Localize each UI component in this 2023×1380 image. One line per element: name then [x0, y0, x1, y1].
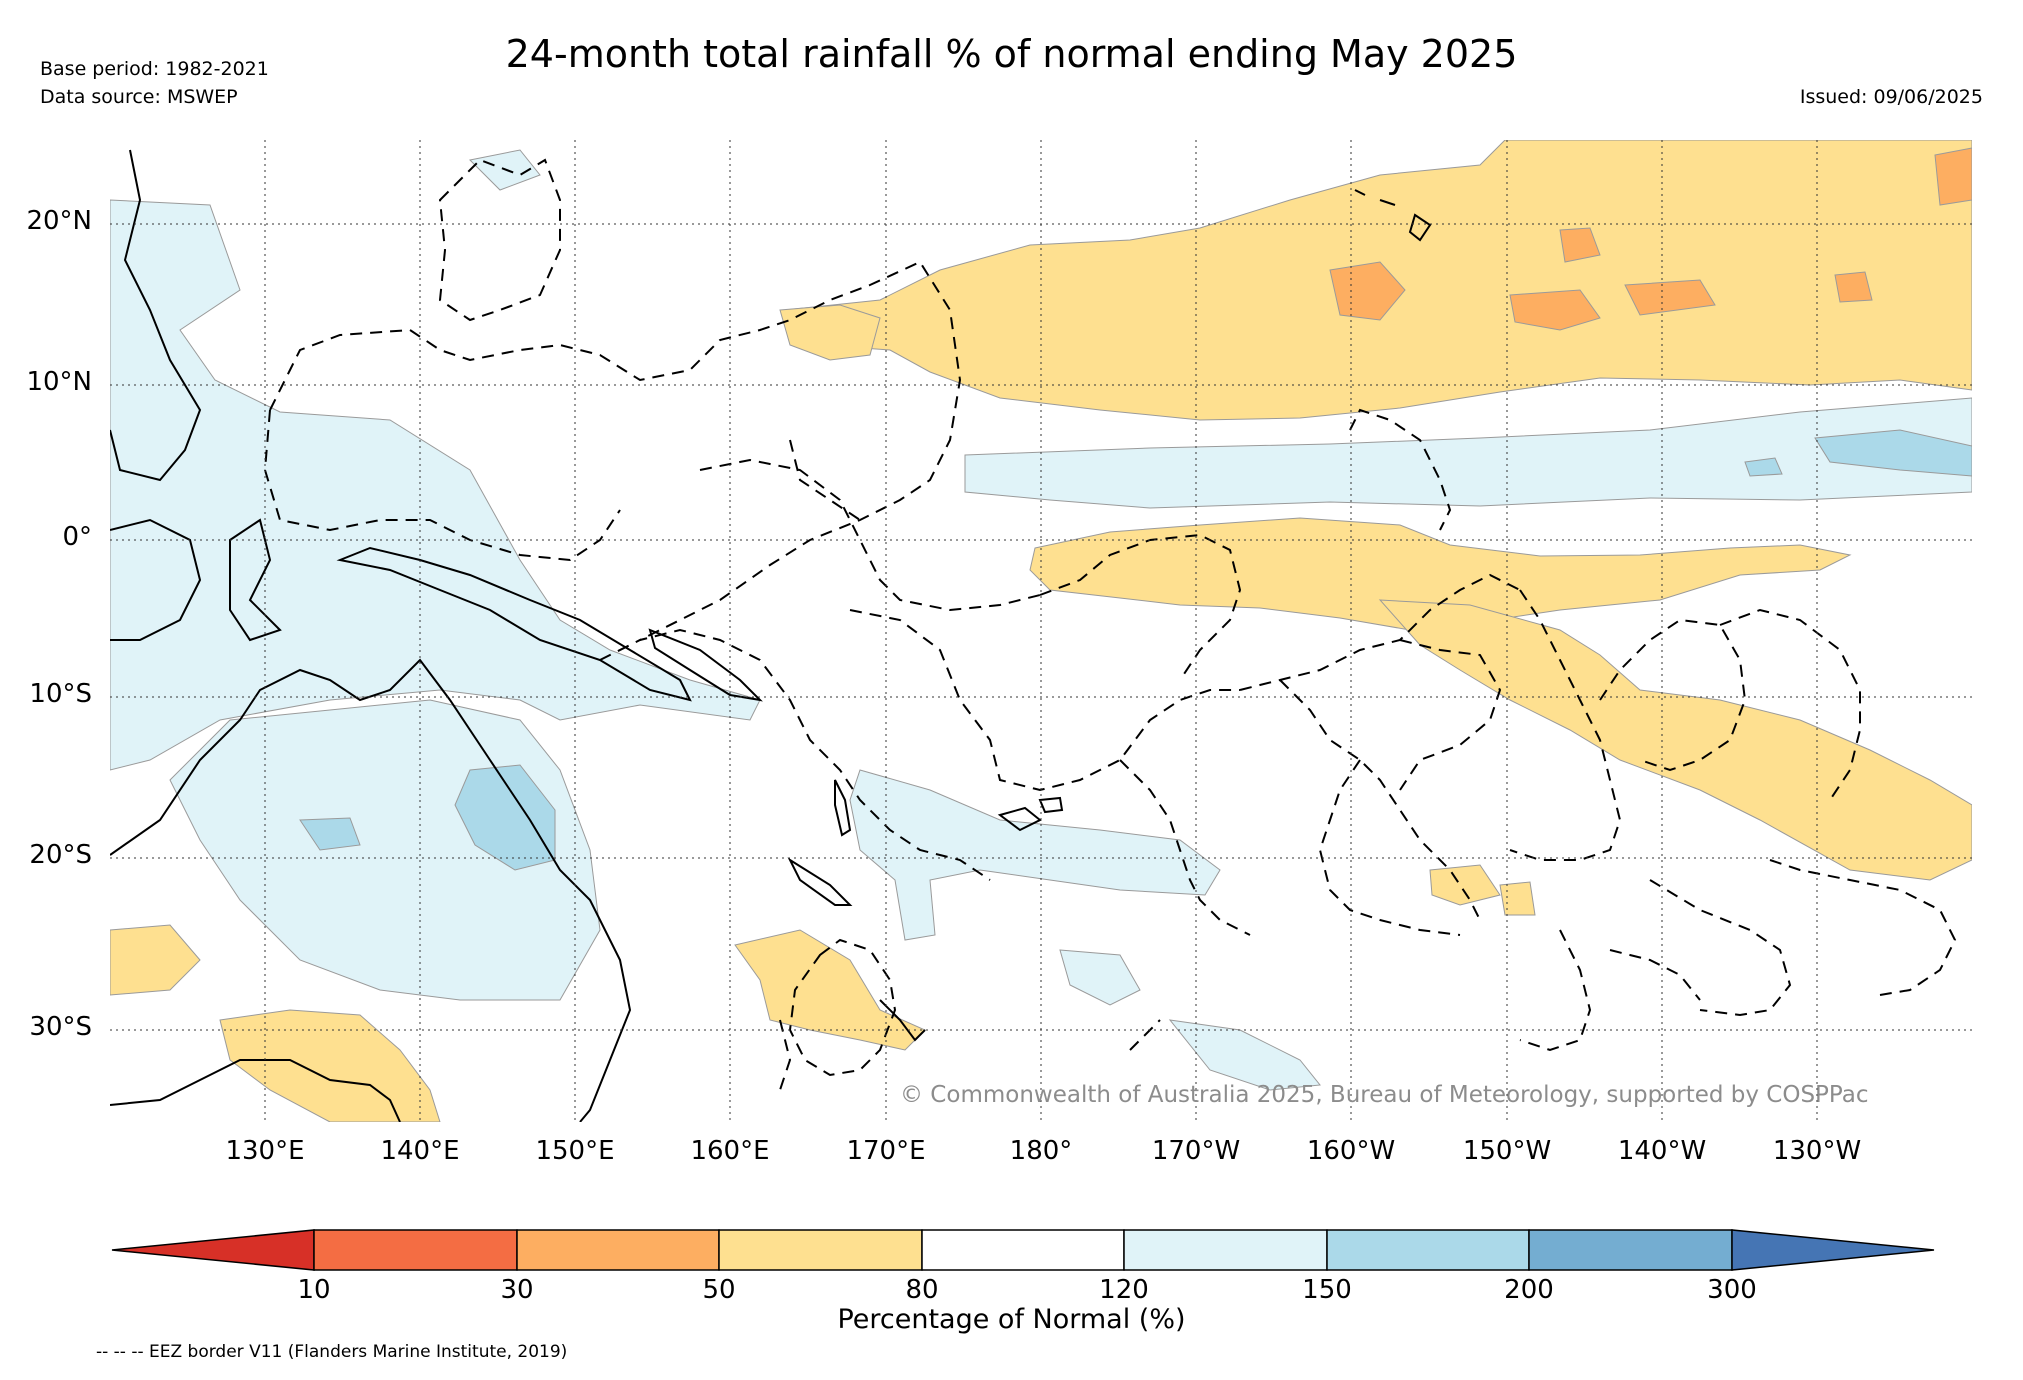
eastern-wet-core — [1814, 429, 1972, 477]
lon-label-170e: 170°E — [846, 1136, 926, 1166]
lat-label-20n: 20°N — [26, 206, 92, 236]
southeast-pacific-dry-band — [1378, 599, 1972, 881]
lon-label-130w: 130°W — [1772, 1136, 1862, 1166]
colorbar-segment-200-300 — [1528, 1229, 1733, 1271]
kermadec-dry-patch — [1429, 864, 1501, 906]
north-central-dry-patch-3 — [1559, 227, 1601, 263]
northeast-dry-patch — [1934, 147, 1972, 206]
base-period-text: Base period: 1982-2021 — [40, 58, 269, 80]
colorbar-segment-50-80 — [718, 1229, 923, 1271]
new-caledonia-coastline — [787, 857, 853, 906]
lon-label-180: 180° — [1009, 1136, 1073, 1166]
north-central-dry-patch-2 — [1509, 289, 1601, 331]
lat-label-30s: 30°S — [29, 1012, 92, 1042]
colorbar-title: Percentage of Normal (%) — [837, 1304, 1186, 1335]
maritime-continent-wet — [110, 199, 761, 771]
fiji-coastline — [997, 796, 1064, 832]
lat-label-20s: 20°S — [29, 840, 92, 870]
philippines-coastline — [110, 149, 202, 482]
colorbar-segment-80-120 — [921, 1229, 1125, 1271]
coral-sea-dry-area — [734, 929, 926, 1051]
new-guinea-coastline — [336, 546, 692, 702]
lon-label-140e: 140°E — [380, 1136, 460, 1166]
lon-label-150w: 150°W — [1462, 1136, 1552, 1166]
lon-label-140w: 140°W — [1617, 1136, 1707, 1166]
colorbar-tick-120: 120 — [1099, 1275, 1149, 1305]
north-central-dry-patch-5 — [1834, 271, 1873, 303]
north-central-dry-patch-1 — [1329, 261, 1406, 321]
australia-coastline — [110, 658, 632, 1122]
map-title: 24-month total rainfall % of normal endi… — [505, 32, 1518, 76]
lat-label-10s: 10°S — [29, 679, 92, 709]
colorbar-tick-30: 30 — [500, 1275, 534, 1305]
south-wet-patch — [1059, 949, 1141, 1006]
copyright-text: © Commonwealth of Australia 2025, Bureau… — [900, 1082, 1869, 1108]
colorbar-tick-150: 150 — [1302, 1275, 1352, 1305]
lon-label-130e: 130°E — [225, 1136, 305, 1166]
eastern-wet-small — [1744, 457, 1783, 477]
inland-wet-core — [299, 817, 361, 851]
data-source-text: Data source: MSWEP — [40, 86, 238, 108]
colorbar-segment-150-200 — [1326, 1229, 1530, 1271]
colorbar-tick-200: 200 — [1504, 1275, 1554, 1305]
solomon-islands-coastline — [648, 628, 763, 702]
south-dry-patch-2 — [1499, 881, 1536, 916]
colorbar-right-extend — [1731, 1229, 1935, 1271]
graticule — [110, 140, 1972, 1122]
colorbar-tick-80: 80 — [905, 1275, 939, 1305]
west-pacific-dry-patch — [779, 304, 881, 361]
borneo-coastline — [110, 518, 202, 641]
colorbar-tick-10: 10 — [297, 1275, 331, 1305]
rainfall-map — [110, 140, 1972, 1122]
hawaii-coastline — [1354, 189, 1432, 242]
spcz-wet-band — [849, 769, 1221, 941]
lat-label-equator: 0° — [62, 522, 92, 552]
southern-australia-coastline — [110, 1059, 401, 1122]
new-zealand-coastline — [879, 999, 926, 1042]
lon-label-170w: 170°W — [1151, 1136, 1241, 1166]
queensland-wet-core — [454, 764, 556, 871]
lon-label-160e: 160°E — [690, 1136, 770, 1166]
north-equatorial-wet-band — [964, 397, 1972, 509]
colorbar-tick-300: 300 — [1707, 1275, 1757, 1305]
eez-footnote: -- -- -- EEZ border V11 (Flanders Marine… — [96, 1342, 568, 1362]
west-australia-dry-area — [110, 924, 201, 996]
lon-label-160w: 160°W — [1306, 1136, 1396, 1166]
eez-borders — [263, 158, 1957, 1091]
colorbar-left-extend — [111, 1229, 315, 1271]
colorbar-segment-10-30 — [313, 1229, 518, 1271]
north-central-dry-patch-4 — [1624, 279, 1716, 316]
lon-label-150e: 150°E — [535, 1136, 615, 1166]
issued-date-text: Issued: 09/06/2025 — [1799, 86, 1983, 108]
colorbar-tick-50: 50 — [702, 1275, 736, 1305]
colorbar-segment-30-50 — [516, 1229, 720, 1271]
vanuatu-coastline — [834, 779, 852, 837]
southwest-australia-dry-area — [219, 1009, 441, 1122]
lat-label-10n: 10°N — [26, 367, 92, 397]
colorbar-segment-120-150 — [1123, 1229, 1328, 1271]
